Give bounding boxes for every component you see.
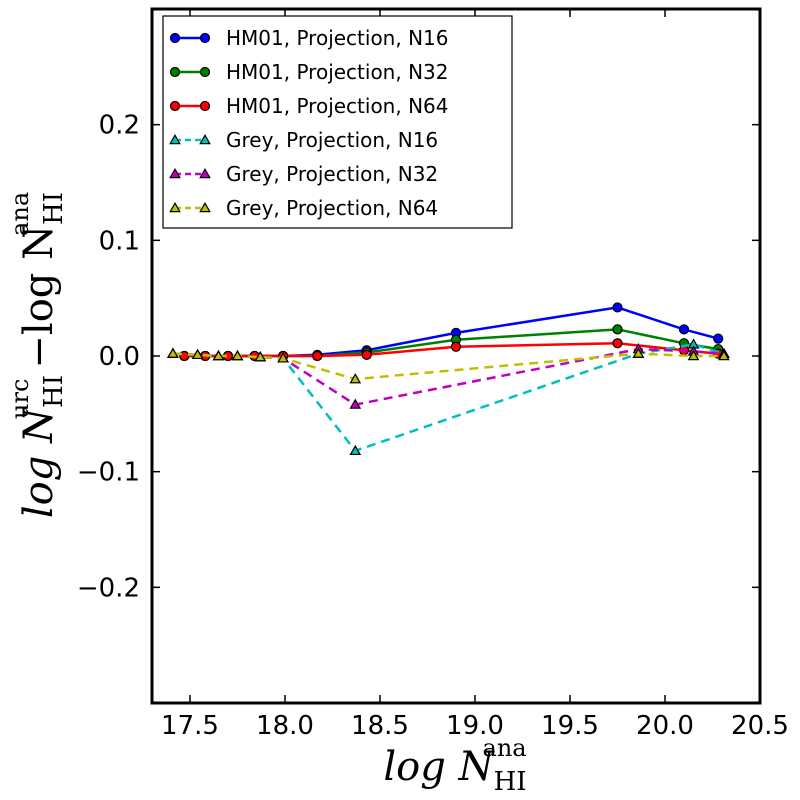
legend-item: Grey, Projection, N64 xyxy=(169,196,438,220)
legend: HM01, Projection, N16 HM01, Projection, N… xyxy=(162,15,513,229)
x-axis-label-sup: ana xyxy=(483,734,527,762)
data-point xyxy=(612,338,623,349)
legend-marker xyxy=(169,100,181,112)
data-point xyxy=(312,350,323,362)
plot-area xyxy=(167,302,730,456)
legend-marker xyxy=(169,66,181,78)
data-point xyxy=(231,349,244,361)
x-axis-label-main: log N xyxy=(383,744,495,790)
data-point xyxy=(254,351,267,362)
y-axis-label: log NHIurc−log NHIana xyxy=(6,192,69,518)
legend-label: Grey, Projection, N32 xyxy=(226,162,438,186)
y-tick-label: 0.1 xyxy=(99,226,140,256)
legend-item: HM01, Projection, N64 xyxy=(169,94,448,118)
legend-marker xyxy=(199,167,211,179)
y-tick-label: 0.0 xyxy=(99,342,140,372)
series-line xyxy=(172,352,724,381)
data-point xyxy=(349,444,362,456)
y-axis-label-sub-2: HI xyxy=(39,192,69,225)
legend-label: Grey, Projection, N64 xyxy=(226,196,438,220)
legend-marker xyxy=(199,100,211,112)
x-tick-label: 19.0 xyxy=(446,711,504,741)
x-tick-label: 19.5 xyxy=(541,711,599,741)
legend-item: HM01, Projection, N32 xyxy=(169,60,448,84)
y-axis-label-main: log N xyxy=(16,406,62,518)
data-point xyxy=(167,347,179,358)
data-point xyxy=(277,352,289,363)
data-point xyxy=(718,349,730,361)
legend-label: HM01, Projection, N32 xyxy=(226,60,448,84)
data-point xyxy=(450,341,462,352)
x-tick-label: 20.0 xyxy=(636,711,694,741)
y-axis-label-sup-2: ana xyxy=(6,192,34,236)
legend-marker xyxy=(199,32,211,44)
legend-marker xyxy=(199,66,211,78)
legend-label: Grey, Projection, N16 xyxy=(226,128,438,152)
data-point xyxy=(212,349,225,361)
x-axis-label: log NHI ana xyxy=(383,734,526,797)
legend-label: HM01, Projection, N64 xyxy=(226,94,448,118)
x-tick-label: 20.5 xyxy=(731,711,789,741)
series-6 xyxy=(167,347,730,384)
data-point xyxy=(361,349,372,360)
data-point xyxy=(713,333,724,344)
legend-marker xyxy=(169,32,181,44)
legend-marker xyxy=(169,133,181,145)
legend-marker xyxy=(169,201,181,213)
data-point xyxy=(191,348,204,360)
legend-item: Grey, Projection, N16 xyxy=(169,128,438,152)
x-axis-label-sub: HI xyxy=(494,767,527,797)
x-tick-label: 18.5 xyxy=(351,711,409,741)
y-tick-label: −0.1 xyxy=(77,458,140,488)
legend-label: HM01, Projection, N16 xyxy=(226,26,448,50)
legend-marker xyxy=(199,201,211,213)
axis-ticks: 17.5 18.0 18.5 19.0 19.5 20.0 20.5 −0.2 −0.1 0.0 0… xyxy=(77,9,789,741)
data-point xyxy=(349,373,362,384)
legend-item: Grey, Projection, N32 xyxy=(169,162,438,186)
y-tick-label: 0.2 xyxy=(99,111,140,141)
y-axis-label-operator: −log N xyxy=(16,225,62,369)
x-tick-label: 18.0 xyxy=(256,711,314,741)
data-point xyxy=(632,347,645,358)
data-point xyxy=(612,324,623,335)
legend-marker xyxy=(199,133,211,145)
data-point xyxy=(678,324,690,335)
y-tick-label: −0.2 xyxy=(77,573,140,603)
data-point xyxy=(349,398,362,409)
data-point xyxy=(687,349,700,361)
y-axis-label-sub-1: HI xyxy=(39,375,69,408)
data-point xyxy=(612,302,623,313)
y-axis-label-sup-1: urc xyxy=(6,379,34,419)
data-point xyxy=(179,350,190,362)
legend-box xyxy=(162,15,513,229)
legend-item: HM01, Projection, N16 xyxy=(169,26,448,50)
legend-marker xyxy=(169,167,181,179)
x-tick-label: 17.5 xyxy=(161,711,219,741)
